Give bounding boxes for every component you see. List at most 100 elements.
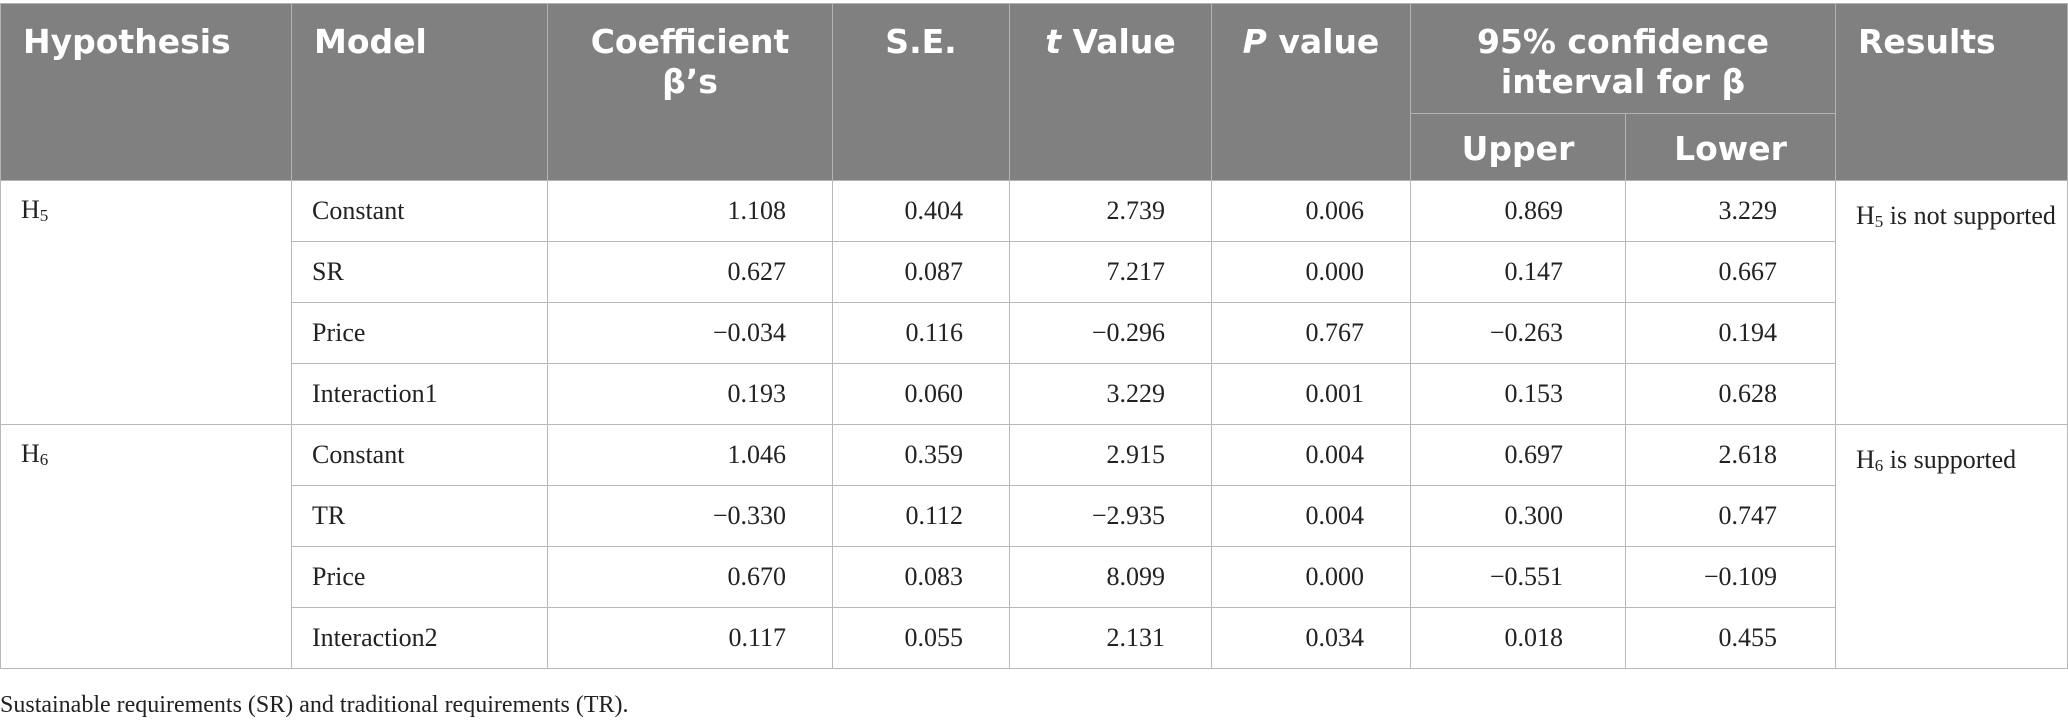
hypothesis-letter: H	[21, 439, 40, 468]
coefficient-cell: 0.670	[547, 546, 833, 608]
header-ci-line1: 95% confidence	[1476, 22, 1770, 61]
model-cell: Price	[291, 546, 548, 608]
lower-cell: 0.628	[1624, 363, 1837, 425]
p-value-cell: 0.001	[1211, 363, 1411, 425]
coefficient-cell: 0.117	[547, 607, 833, 669]
lower-cell: 0.455	[1624, 607, 1837, 669]
upper-cell: 0.147	[1410, 241, 1626, 303]
model-cell: Constant	[291, 424, 548, 486]
p-value-cell: 0.000	[1211, 546, 1411, 608]
coefficient-cell: 1.046	[547, 424, 833, 486]
header-results-label: Results	[1858, 22, 1996, 61]
hypothesis-subscript: 6	[39, 450, 49, 469]
t-value-cell: −2.935	[1009, 485, 1212, 547]
t-value-cell: 2.131	[1009, 607, 1212, 669]
upper-cell: 0.869	[1410, 180, 1626, 242]
model-cell: Constant	[291, 180, 548, 242]
lower-cell: 0.194	[1624, 302, 1837, 364]
table-body: H5 Constant 1.108 0.404 2.739 0.006 0.86…	[0, 180, 2068, 669]
header-p-value: P value	[1211, 3, 1411, 181]
hypothesis-cell: H5	[0, 180, 292, 425]
upper-cell: −0.551	[1410, 546, 1626, 608]
header-p-italic: P	[1242, 22, 1267, 61]
header-coefficient-line1: Coefficient	[590, 22, 790, 61]
table-row: SR 0.627 0.087 7.217 0.000 0.147 0.667	[1, 241, 2068, 303]
model-cell: Price	[291, 302, 548, 364]
p-value-cell: 0.034	[1211, 607, 1411, 669]
upper-cell: 0.300	[1410, 485, 1626, 547]
result-text: is not supported	[1883, 201, 2056, 230]
coefficient-cell: −0.330	[547, 485, 833, 547]
se-cell: 0.404	[832, 180, 1010, 242]
coefficient-cell: 0.193	[547, 363, 833, 425]
table-row: Interaction1 0.193 0.060 3.229 0.001 0.1…	[1, 363, 2068, 425]
result-subscript: 6	[1874, 456, 1884, 475]
header-t-rest: Value	[1061, 22, 1176, 61]
se-cell: 0.083	[832, 546, 1010, 608]
p-value-cell: 0.000	[1211, 241, 1411, 303]
se-cell: 0.359	[832, 424, 1010, 486]
p-value-cell: 0.004	[1211, 485, 1411, 547]
hypothesis-cell: H6	[0, 424, 292, 669]
header-confidence-interval: 95% confidence interval for β	[1409, 3, 1837, 114]
header-t-italic: t	[1045, 22, 1062, 61]
table-row: Price −0.034 0.116 −0.296 0.767 −0.263 0…	[1, 302, 2068, 364]
table-row: H6 Constant 1.046 0.359 2.915 0.004 0.69…	[0, 424, 2068, 669]
p-value-cell: 0.006	[1211, 180, 1411, 242]
upper-cell: 0.018	[1410, 607, 1626, 669]
header-model-label: Model	[314, 22, 427, 61]
header-model: Model	[291, 3, 548, 181]
coefficient-cell: 0.627	[547, 241, 833, 303]
se-cell: 0.116	[832, 302, 1010, 364]
result-subscript: 5	[1874, 212, 1884, 231]
model-cell: SR	[291, 241, 548, 303]
header-coefficient-line2: β’s	[662, 62, 718, 101]
table-footnote: Sustainable requirements (SR) and tradit…	[0, 692, 629, 718]
upper-cell: 0.153	[1410, 363, 1626, 425]
upper-cell: −0.263	[1410, 302, 1626, 364]
t-value-cell: −0.296	[1009, 302, 1212, 364]
table-row: Price 0.670 0.083 8.099 0.000 −0.551 −0.…	[1, 546, 2068, 608]
header-se: S.E.	[832, 3, 1010, 181]
se-cell: 0.055	[832, 607, 1010, 669]
header-lower: Lower	[1624, 113, 1837, 181]
result-cell: H5 is not supported	[1835, 180, 2068, 425]
coefficient-cell: 1.108	[547, 180, 833, 242]
header-coefficient: Coefficient β’s	[547, 3, 833, 181]
table-row: H5 Constant 1.108 0.404 2.739 0.006 0.86…	[0, 180, 2068, 425]
t-value-cell: 8.099	[1009, 546, 1212, 608]
result-cell: H6 is supported	[1835, 424, 2068, 669]
se-cell: 0.060	[832, 363, 1010, 425]
result-letter: H	[1856, 201, 1875, 230]
lower-cell: 3.229	[1624, 180, 1837, 242]
p-value-cell: 0.004	[1211, 424, 1411, 486]
header-t-value: t Value	[1009, 3, 1212, 181]
hypothesis-letter: H	[21, 195, 40, 224]
model-cell: Interaction2	[291, 607, 548, 669]
header-hypothesis: Hypothesis	[0, 3, 292, 181]
t-value-cell: 3.229	[1009, 363, 1212, 425]
table-row: Interaction2 0.117 0.055 2.131 0.034 0.0…	[1, 607, 2068, 669]
t-value-cell: 2.739	[1009, 180, 1212, 242]
regression-table-container: Hypothesis Model Coefficient β’s S.E. t V…	[0, 3, 2068, 669]
coefficient-cell: −0.034	[547, 302, 833, 364]
hypothesis-subscript: 5	[39, 206, 49, 225]
p-value-cell: 0.767	[1211, 302, 1411, 364]
header-upper-label: Upper	[1461, 129, 1575, 168]
upper-cell: 0.697	[1410, 424, 1626, 486]
header-results: Results	[1835, 3, 2068, 181]
header-hypothesis-label: Hypothesis	[23, 22, 231, 61]
header-p-rest: value	[1266, 22, 1380, 61]
result-letter: H	[1856, 445, 1875, 474]
t-value-cell: 2.915	[1009, 424, 1212, 486]
regression-results-table: Hypothesis Model Coefficient β’s S.E. t V…	[0, 3, 2068, 669]
table-row: TR −0.330 0.112 −2.935 0.004 0.300 0.747	[1, 485, 2068, 547]
header-lower-label: Lower	[1674, 129, 1787, 168]
lower-cell: 0.667	[1624, 241, 1837, 303]
header-ci-line2: interval for β	[1500, 62, 1746, 101]
model-cell: Interaction1	[291, 363, 548, 425]
header-row-sub: Upper Lower	[1, 113, 2068, 181]
model-cell: TR	[291, 485, 548, 547]
lower-cell: −0.109	[1624, 546, 1837, 608]
lower-cell: 0.747	[1624, 485, 1837, 547]
